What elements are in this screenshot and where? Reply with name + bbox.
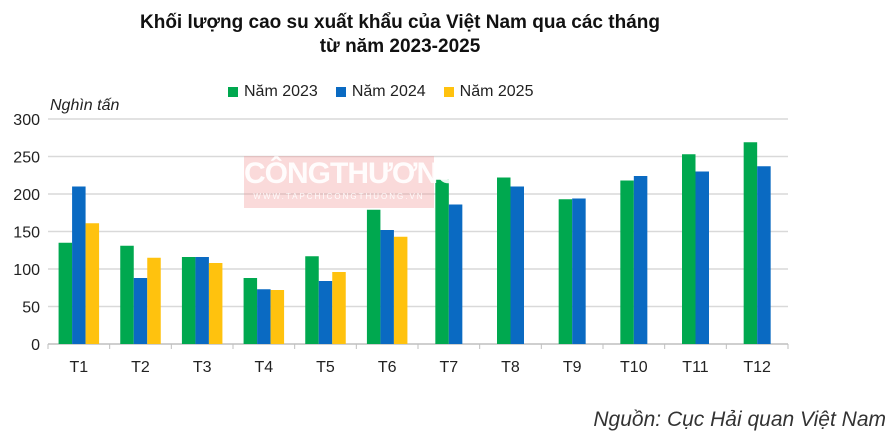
x-tick-label: T11 <box>682 359 708 376</box>
bar-năm-2024-t9 <box>572 198 586 344</box>
legend-swatch <box>335 87 346 97</box>
legend-item-2023: Năm 2023 <box>228 83 318 101</box>
y-tick-label: 100 <box>13 262 40 279</box>
legend-item-2024: Năm 2024 <box>335 83 426 101</box>
bar-năm-2024-t4 <box>257 289 271 344</box>
y-tick-label: 200 <box>13 187 40 204</box>
bar-năm-2024-t10 <box>633 176 648 344</box>
x-tick-label: T4 <box>254 359 273 376</box>
legend-swatch <box>228 87 238 97</box>
bar-năm-2023-t8 <box>497 177 511 344</box>
bar-năm-2025-t3 <box>208 263 223 344</box>
legend: Năm 2023 Năm 2024 Năm 2025 <box>228 83 533 101</box>
bar-năm-2024-t1 <box>72 186 86 344</box>
x-tick-label: T2 <box>131 359 150 376</box>
bar-năm-2023-t6 <box>366 209 381 344</box>
bar-năm-2024-t6 <box>380 230 394 344</box>
bar-năm-2025-t5 <box>332 272 346 344</box>
bar-năm-2024-t7 <box>448 204 463 344</box>
y-tick-label: 0 <box>31 337 40 354</box>
x-tick-label: T8 <box>501 359 520 376</box>
chart-title: Khối lượng cao su xuất khẩu của Việt Nam… <box>140 12 660 33</box>
legend-label: Năm 2023 <box>244 83 318 100</box>
x-tick-label: T3 <box>193 359 212 376</box>
bar-năm-2024-t12 <box>757 166 771 344</box>
bar-năm-2024-t8 <box>510 186 524 344</box>
legend-swatch <box>443 87 454 97</box>
y-tick-label: 300 <box>13 112 40 129</box>
bar-năm-2025-t4 <box>270 290 285 344</box>
x-tick-label: T5 <box>316 359 335 376</box>
bar-năm-2023-t9 <box>558 199 573 344</box>
bar-năm-2023-t1 <box>58 242 73 344</box>
bar-năm-2023-t7 <box>435 179 449 344</box>
bar-năm-2023-t10 <box>620 180 634 344</box>
legend-item-2025: Năm 2025 <box>443 83 534 101</box>
bar-năm-2023-t5 <box>305 256 319 344</box>
bar-năm-2023-t4 <box>243 278 258 344</box>
bar-năm-2024-t5 <box>318 281 333 344</box>
bar-năm-2024-t11 <box>695 171 709 344</box>
legend-label: Năm 2025 <box>459 83 534 100</box>
x-tick-label: T6 <box>378 359 397 376</box>
chart-subtitle: từ năm 2023-2025 <box>319 36 481 57</box>
watermark-logo: CÔNGTHƯƠNG WWW.TAPCHICONGTHUONG.VN <box>244 156 460 208</box>
bar-năm-2025-t2 <box>147 257 161 344</box>
x-tick-label: T9 <box>563 359 582 376</box>
y-axis-label: Nghìn tấn <box>50 97 120 114</box>
x-tick-label: T12 <box>743 359 771 376</box>
bar-năm-2023-t3 <box>181 257 196 344</box>
y-tick-label: 150 <box>13 225 40 242</box>
bar-năm-2023-t12 <box>743 142 758 344</box>
y-tick-label: 50 <box>22 300 40 317</box>
bar-năm-2023-t2 <box>120 245 134 344</box>
bar-năm-2025-t1 <box>85 223 100 344</box>
bar-năm-2024-t2 <box>133 278 148 344</box>
bar-năm-2023-t11 <box>682 154 696 344</box>
y-tick-label: 250 <box>13 150 40 167</box>
x-tick-label: T10 <box>620 359 648 376</box>
source-note: Nguồn: Cục Hải quan Việt Nam <box>593 408 886 431</box>
bar-năm-2025-t6 <box>393 236 408 344</box>
x-tick-label: T1 <box>69 359 88 376</box>
x-tick-label: T7 <box>439 359 458 376</box>
bar-năm-2024-t3 <box>195 257 209 344</box>
legend-label: Năm 2024 <box>351 83 426 100</box>
